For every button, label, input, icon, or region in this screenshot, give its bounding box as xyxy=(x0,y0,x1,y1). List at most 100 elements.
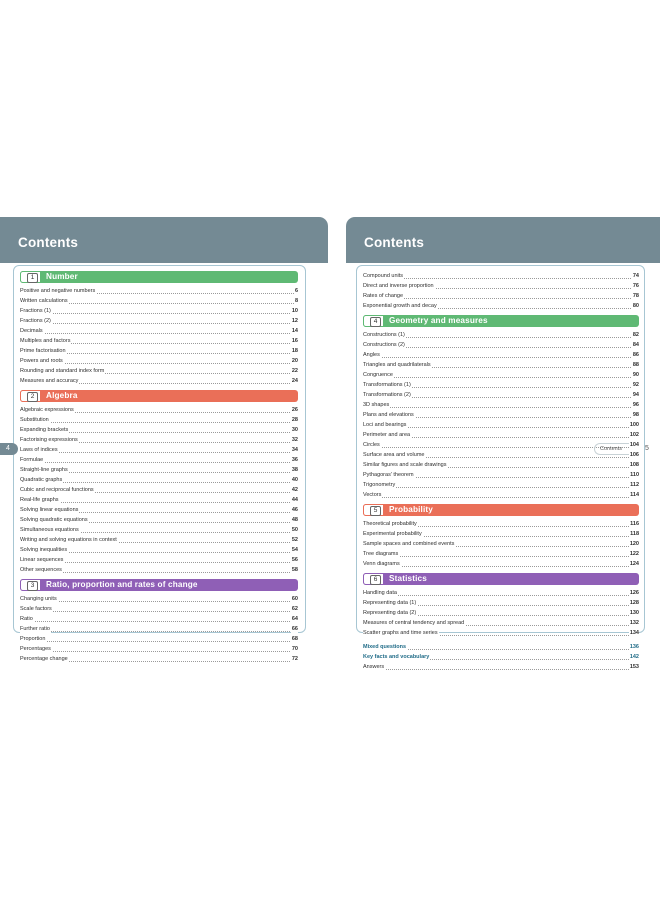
contents-entry[interactable]: Decimals 14 xyxy=(20,326,298,336)
section-header[interactable]: 5 Probability xyxy=(363,504,639,516)
entry-page: 44 xyxy=(290,495,298,505)
contents-entry[interactable]: Written calculations 8 xyxy=(20,296,298,306)
contents-entry[interactable]: Solving linear equations 46 xyxy=(20,505,298,515)
contents-entry[interactable]: Theoretical probability 116 xyxy=(363,519,639,529)
contents-entry[interactable]: Constructions (1) 82 xyxy=(363,330,639,340)
contents-entry[interactable]: Straight-line graphs 38 xyxy=(20,465,298,475)
section-header[interactable]: 4 Geometry and measures xyxy=(363,315,639,327)
contents-entry[interactable]: Transformations (2) 94 xyxy=(363,390,639,400)
contents-entry[interactable]: Fractions (2) 12 xyxy=(20,316,298,326)
contents-entry[interactable]: Cubic and reciprocal functions 42 xyxy=(20,485,298,495)
contents-entry[interactable]: Laws of indices 34 xyxy=(20,445,298,455)
contents-entry[interactable]: Direct and inverse proportion 76 xyxy=(363,281,639,291)
contents-entry[interactable]: 3D shapes 96 xyxy=(363,400,639,410)
contents-entry[interactable]: Tree diagrams 122 xyxy=(363,549,639,559)
dot-leader xyxy=(20,451,298,453)
section-header[interactable]: 3 Ratio, proportion and rates of change xyxy=(20,579,298,591)
contents-entry[interactable]: Surface area and volume 106 xyxy=(363,450,639,460)
contents-entry[interactable]: Vectors 114 xyxy=(363,490,639,500)
contents-entry[interactable]: Scatter graphs and time series 134 xyxy=(363,628,639,638)
entry-page: 18 xyxy=(290,346,298,356)
dot-leader xyxy=(363,396,639,398)
contents-entry[interactable]: Transformations (1) 92 xyxy=(363,380,639,390)
contents-entry[interactable]: Pythagoras' theorem 110 xyxy=(363,470,639,480)
contents-entry[interactable]: Circles 104 xyxy=(363,440,639,450)
contents-entry[interactable]: Compound units 74 xyxy=(363,271,639,281)
entry-title: Transformations (2) xyxy=(363,390,412,400)
entry-title: Scale factors xyxy=(20,604,53,614)
contents-entry[interactable]: Solving inequalities 54 xyxy=(20,545,298,555)
entry-page: 82 xyxy=(631,330,639,340)
contents-entry[interactable]: Prime factorisation 18 xyxy=(20,346,298,356)
contents-entry[interactable]: Factorising expressions 32 xyxy=(20,435,298,445)
contents-entry[interactable]: Substitution 28 xyxy=(20,415,298,425)
contents-entry[interactable]: Measures of central tendency and spread 1… xyxy=(363,618,639,628)
contents-entry[interactable]: Exponential growth and decay 80 xyxy=(363,301,639,311)
contents-entry[interactable]: Angles 86 xyxy=(363,350,639,360)
contents-entry[interactable]: Handling data 126 xyxy=(363,588,639,598)
contents-entry[interactable]: Mixed questions 136 xyxy=(363,642,639,652)
contents-entry[interactable]: Changing units 60 xyxy=(20,594,298,604)
contents-entry[interactable]: Simultaneous equations 50 xyxy=(20,525,298,535)
contents-entry[interactable]: Proportion 68 xyxy=(20,634,298,644)
contents-entry[interactable]: Further ratio 66 xyxy=(20,624,298,634)
contents-entry[interactable]: Multiples and factors 16 xyxy=(20,336,298,346)
entry-page: 52 xyxy=(290,535,298,545)
contents-entry[interactable]: Congruence 90 xyxy=(363,370,639,380)
section-number-tab: 3 xyxy=(20,579,41,591)
entry-title: Percentage change xyxy=(20,654,69,664)
contents-entry[interactable]: Similar figures and scale drawings 108 xyxy=(363,460,639,470)
contents-entry[interactable]: Positive and negative numbers 6 xyxy=(20,286,298,296)
entry-page: 20 xyxy=(290,356,298,366)
entry-page: 14 xyxy=(290,326,298,336)
contents-entry[interactable]: Scale factors 62 xyxy=(20,604,298,614)
contents-entry[interactable]: Other sequences 58 xyxy=(20,565,298,575)
contents-entry[interactable]: Fractions (1) 10 xyxy=(20,306,298,316)
entry-page: 72 xyxy=(290,654,298,664)
section-header[interactable]: 2 Algebra xyxy=(20,390,298,402)
dot-leader xyxy=(363,476,639,478)
contents-entry[interactable]: Writing and solving equations in context… xyxy=(20,535,298,545)
contents-entry[interactable]: Representing data (2) 130 xyxy=(363,608,639,618)
section-title: Ratio, proportion and rates of change xyxy=(46,580,198,589)
contents-entry[interactable]: Rounding and standard index form 22 xyxy=(20,366,298,376)
dot-leader xyxy=(363,565,639,567)
contents-entry[interactable]: Plans and elevations 98 xyxy=(363,410,639,420)
contents-entry[interactable]: Ratio 64 xyxy=(20,614,298,624)
contents-entry[interactable]: Venn diagrams 124 xyxy=(363,559,639,569)
contents-entry[interactable]: Constructions (2) 84 xyxy=(363,340,639,350)
contents-entry[interactable]: Formulae 36 xyxy=(20,455,298,465)
contents-entry[interactable]: Key facts and vocabulary 142 xyxy=(363,652,639,662)
dot-leader xyxy=(363,525,639,527)
contents-entry[interactable]: Real-life graphs 44 xyxy=(20,495,298,505)
section-header[interactable]: 6 Statistics xyxy=(363,573,639,585)
contents-entry[interactable]: Triangles and quadrilaterals 88 xyxy=(363,360,639,370)
contents-entry[interactable]: Powers and roots 20 xyxy=(20,356,298,366)
dot-leader xyxy=(20,630,298,632)
entry-page: 66 xyxy=(290,624,298,634)
contents-entry[interactable]: Algebraic expressions 26 xyxy=(20,405,298,415)
section-header[interactable]: 1 Number xyxy=(20,271,298,283)
entry-title: Solving linear equations xyxy=(20,505,80,515)
contents-entry[interactable]: Linear sequences 56 xyxy=(20,555,298,565)
contents-entry[interactable]: Experimental probability 118 xyxy=(363,529,639,539)
dot-leader xyxy=(20,382,298,384)
dot-leader xyxy=(20,461,298,463)
contents-entry[interactable]: Representing data (1) 128 xyxy=(363,598,639,608)
contents-entry[interactable]: Perimeter and area 102 xyxy=(363,430,639,440)
contents-entry[interactable]: Measures and accuracy 24 xyxy=(20,376,298,386)
contents-entry[interactable]: Loci and bearings 100 xyxy=(363,420,639,430)
entry-title: Key facts and vocabulary xyxy=(363,652,431,662)
contents-entry[interactable]: Trigonometry 112 xyxy=(363,480,639,490)
contents-entry[interactable]: Answers 153 xyxy=(363,662,639,672)
contents-entry[interactable]: Percentage change 72 xyxy=(20,654,298,664)
contents-entry[interactable]: Expanding brackets 30 xyxy=(20,425,298,435)
contents-entry[interactable]: Percentages 70 xyxy=(20,644,298,654)
entry-page: 62 xyxy=(290,604,298,614)
contents-entry[interactable]: Rates of change 78 xyxy=(363,291,639,301)
contents-entry[interactable]: Solving quadratic equations 48 xyxy=(20,515,298,525)
entry-title: Positive and negative numbers xyxy=(20,286,97,296)
entry-title: Congruence xyxy=(363,370,394,380)
contents-entry[interactable]: Sample spaces and combined events 120 xyxy=(363,539,639,549)
contents-entry[interactable]: Quadratic graphs 40 xyxy=(20,475,298,485)
